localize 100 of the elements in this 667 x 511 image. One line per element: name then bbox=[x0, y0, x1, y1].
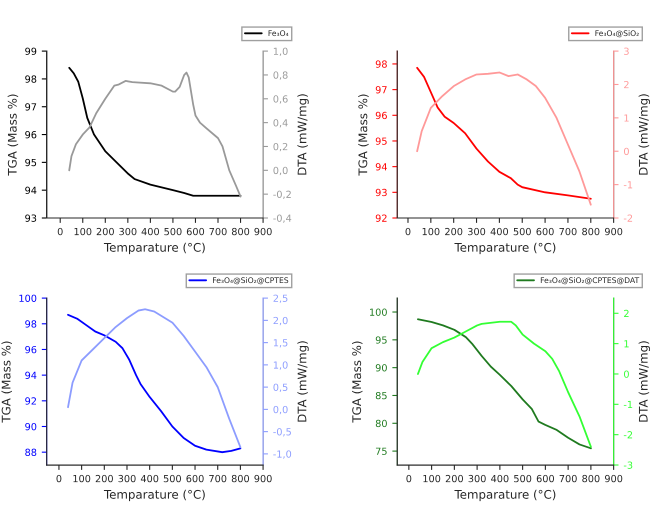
y-tick-label: 93 bbox=[376, 188, 387, 196]
y-tick-label: 88 bbox=[25, 448, 36, 456]
x-tick-label: 0 bbox=[56, 474, 62, 482]
x-tick-label: 500 bbox=[514, 228, 531, 236]
y2-tick-label: 0 bbox=[624, 148, 629, 156]
y-tick-label: 100 bbox=[370, 308, 387, 316]
x-tick-label: 900 bbox=[604, 474, 622, 482]
y-tick-label: 90 bbox=[376, 364, 387, 372]
y-tick-label: 97 bbox=[25, 103, 36, 111]
y2-axis-title: DTA (mW/mg) bbox=[638, 341, 650, 422]
x-tick-label: 100 bbox=[74, 228, 92, 236]
y-tick-label: 98 bbox=[376, 60, 387, 68]
y2-axis-title: DTA (mW/mg) bbox=[297, 341, 309, 422]
y2-tick-label: -0,5 bbox=[273, 428, 291, 436]
y-axis-title: TGA (Mass %) bbox=[1, 342, 12, 423]
y2-tick-label: 0,0 bbox=[273, 406, 288, 414]
x-tick-label: 700 bbox=[210, 228, 227, 236]
x-tick-label: 900 bbox=[604, 228, 622, 236]
x-tick-label: 600 bbox=[186, 474, 204, 482]
x-tick-label: 500 bbox=[164, 474, 181, 482]
x-axis-title: Temparature (°C) bbox=[104, 242, 205, 254]
x-tick-label: 200 bbox=[445, 228, 462, 236]
x-axis-title: Temparature (°C) bbox=[104, 490, 205, 502]
y-tick-label: 95 bbox=[25, 158, 36, 166]
y-tick-label: 96 bbox=[25, 131, 36, 138]
x-tick-label: 0 bbox=[58, 228, 63, 236]
y-axis-title: TGA (Mass %) bbox=[352, 342, 363, 423]
y2-tick-label: -1 bbox=[624, 400, 632, 408]
x-tick-label: 300 bbox=[118, 474, 136, 482]
y2-tick-label: -1,0 bbox=[273, 450, 292, 459]
x-tick-label: 200 bbox=[96, 474, 113, 482]
y-tick-label: 95 bbox=[376, 336, 387, 344]
x-axis-title: Temparature (°C) bbox=[454, 242, 556, 254]
y-tick-label: 98 bbox=[25, 320, 36, 328]
y2-tick-label: 0,4 bbox=[273, 119, 288, 128]
y2-tick-label: 1 bbox=[624, 114, 629, 122]
x-tick-label: 800 bbox=[582, 474, 600, 482]
x-tick-label: 100 bbox=[423, 474, 440, 482]
y2-tick-label: 0 bbox=[624, 370, 629, 378]
x-axis-title: Temparature (°C) bbox=[454, 490, 556, 502]
x-tick-label: 100 bbox=[73, 474, 90, 482]
y2-axis-title: DTA (mW/mg) bbox=[638, 94, 650, 175]
y2-tick-label: 0,8 bbox=[273, 71, 288, 80]
y2-tick-label: -2 bbox=[624, 214, 632, 222]
y-tick-label: 94 bbox=[376, 163, 387, 170]
y-tick-label: 75 bbox=[376, 448, 387, 455]
y-tick-label: 85 bbox=[376, 392, 387, 400]
x-tick-label: 700 bbox=[559, 228, 577, 236]
y-tick-label: 80 bbox=[376, 420, 387, 428]
y2-tick-label: -1 bbox=[624, 181, 632, 188]
x-tick-label: 400 bbox=[142, 228, 160, 236]
x-tick-label: 900 bbox=[254, 228, 272, 236]
y2-tick-label: 2,0 bbox=[274, 316, 288, 326]
x-tick-label: 600 bbox=[536, 474, 554, 482]
x-tick-label: 200 bbox=[446, 474, 463, 482]
y2-tick-label: -3 bbox=[624, 461, 632, 469]
y2-tick-label: 2 bbox=[624, 310, 629, 317]
y2-tick-label: 0,2 bbox=[273, 142, 288, 152]
y-axis-title: TGA (Mass %) bbox=[358, 94, 369, 176]
x-tick-label: 300 bbox=[119, 228, 136, 236]
y-axis-title: TGA (Mass %) bbox=[8, 94, 18, 176]
y2-tick-label: 0,6 bbox=[273, 95, 288, 104]
x-tick-label: 800 bbox=[582, 228, 600, 236]
y2-axis-title: DTA (mW/mg) bbox=[297, 94, 309, 175]
x-tick-label: 400 bbox=[491, 474, 508, 482]
y-tick-label: 96 bbox=[376, 112, 387, 120]
x-tick-label: 800 bbox=[232, 228, 250, 236]
y-tick-label: 94 bbox=[25, 372, 36, 379]
y2-tick-label: 0,5 bbox=[273, 384, 288, 392]
y2-tick-label: -2 bbox=[624, 431, 632, 438]
y2-tick-label: 0,0 bbox=[273, 166, 288, 176]
x-tick-label: 600 bbox=[536, 228, 554, 236]
y2-tick-label: 1,0 bbox=[274, 361, 288, 370]
y-tick-label: 98 bbox=[25, 75, 36, 83]
y-tick-label: 94 bbox=[25, 186, 36, 194]
x-tick-label: 0 bbox=[406, 474, 412, 482]
x-tick-label: 200 bbox=[96, 228, 114, 236]
y2-tick-label: 1,5 bbox=[274, 339, 288, 348]
x-tick-label: 700 bbox=[209, 474, 226, 482]
y2-tick-label: 3 bbox=[624, 48, 629, 55]
y-tick-label: 97 bbox=[376, 86, 387, 94]
y2-tick-label: 1 bbox=[624, 340, 629, 348]
y-tick-label: 95 bbox=[376, 137, 387, 145]
x-tick-label: 500 bbox=[514, 474, 532, 482]
x-tick-label: 300 bbox=[468, 474, 486, 482]
y-tick-label: 100 bbox=[19, 294, 36, 302]
y2-tick-label: 1,0 bbox=[274, 48, 288, 56]
y-tick-label: 99 bbox=[25, 48, 36, 55]
y2-tick-label: -0,2 bbox=[273, 190, 291, 199]
x-tick-label: 300 bbox=[468, 228, 486, 236]
x-tick-label: 0 bbox=[406, 228, 410, 236]
x-tick-label: 400 bbox=[490, 228, 508, 236]
y-tick-label: 92 bbox=[25, 397, 36, 405]
y2-tick-label: 2,5 bbox=[274, 294, 288, 303]
x-tick-label: 600 bbox=[186, 228, 204, 236]
x-tick-label: 100 bbox=[422, 228, 440, 236]
y2-tick-label: 2 bbox=[624, 80, 629, 88]
x-tick-label: 800 bbox=[232, 474, 250, 482]
x-tick-label: 400 bbox=[140, 474, 158, 482]
x-tick-label: 900 bbox=[254, 474, 272, 482]
